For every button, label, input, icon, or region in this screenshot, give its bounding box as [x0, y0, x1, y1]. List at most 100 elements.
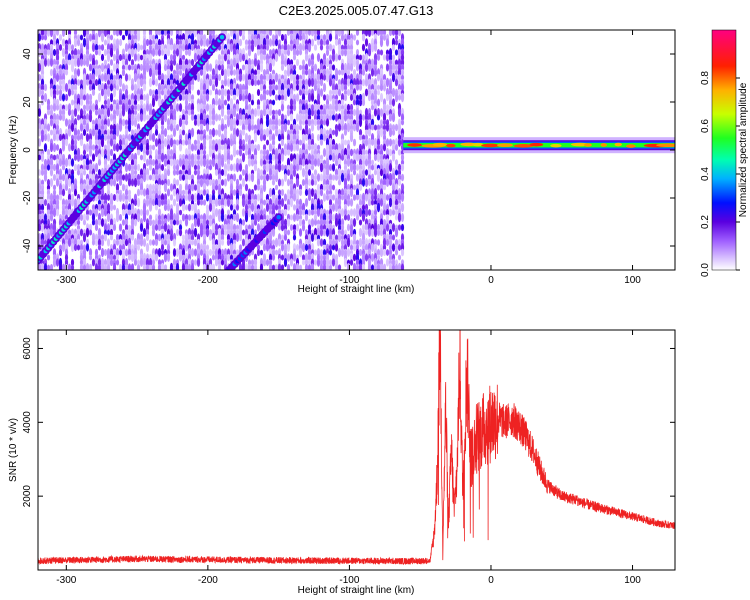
- spectrogram-noise-cell: [38, 73, 42, 82]
- spectrogram-noise-cell: [289, 43, 294, 52]
- spectrogram-noise-cell: [76, 79, 81, 86]
- spectrogram-noise-cell: [394, 259, 399, 266]
- spectrogram-noise-cell: [223, 53, 228, 62]
- spectrogram-noise-cell: [175, 79, 180, 86]
- spectrogram-noise-cell: [178, 253, 183, 262]
- spectrogram-noise-cell: [178, 158, 183, 167]
- spectrogram-noise-cell: [373, 257, 378, 268]
- spectrogram-noise-cell: [46, 178, 51, 187]
- spectrogram-noise-cell: [328, 114, 333, 121]
- spectrogram-noise-cell: [271, 124, 276, 131]
- spectrogram-noise-cell: [259, 62, 264, 73]
- spectrogram-noise-cell: [55, 178, 60, 187]
- spectrogram-noise-cell: [367, 228, 372, 237]
- spectrogram-noise-cell: [355, 214, 360, 221]
- spectrogram-noise-cell: [355, 97, 360, 108]
- spectrogram-noise-cell: [154, 253, 159, 262]
- spectrogram-noise-cell: [67, 177, 72, 188]
- spectrogram-noise-cell: [364, 30, 369, 37]
- spectrogram-noise-cell: [103, 39, 108, 46]
- spectrogram-noise-cell: [103, 94, 108, 101]
- spectrogram-noise-cell: [346, 248, 351, 257]
- spectrogram-noise-cell: [334, 243, 339, 252]
- spectrogram-noise-cell: [343, 208, 348, 217]
- spectrogram-noise-cell: [145, 257, 150, 268]
- spectrogram-noise-cell: [67, 119, 72, 126]
- spectrogram-noise-cell: [250, 58, 255, 67]
- spectrogram-noise-cell: [229, 199, 234, 206]
- spectrogram-noise-cell: [331, 184, 336, 191]
- spectrogram-noise-cell: [142, 172, 147, 183]
- spectrogram-noise-cell: [133, 53, 138, 62]
- spectrogram-noise-cell: [157, 153, 162, 162]
- spectrogram-noise-cell: [202, 129, 207, 136]
- spectrogram-noise-cell: [352, 34, 357, 41]
- spectrogram-noise-cell: [160, 133, 165, 142]
- spectrogram-noise-cell: [391, 189, 396, 196]
- spectrogram-noise-cell: [313, 259, 318, 266]
- spectrogram-noise-cell: [247, 134, 252, 141]
- spectrogram-noise-cell: [103, 59, 108, 66]
- spectrogram-noise-cell: [130, 174, 135, 181]
- spectrogram-noise-cell: [163, 59, 168, 66]
- spectrogram-noise-cell: [229, 249, 234, 256]
- spectrogram-noise-cell: [298, 218, 303, 227]
- spectrogram-noise-cell: [223, 68, 228, 77]
- spectrogram-noise-cell: [325, 262, 330, 270]
- spectrogram-noise-cell: [271, 38, 276, 47]
- spectrogram-noise-cell: [64, 103, 69, 112]
- spectrogram-noise-cell: [358, 248, 363, 257]
- spectrogram-noise-cell: [91, 144, 96, 151]
- spectrogram-noise-cell: [382, 203, 387, 212]
- spectrogram-noise-cell: [100, 32, 105, 43]
- spectrogram-noise-cell: [166, 203, 171, 212]
- spectrogram-noise-cell: [340, 208, 345, 217]
- spectrogram-noise-cell: [250, 43, 255, 52]
- spectrogram-noise-cell: [289, 39, 294, 46]
- spectrogram-noise-cell: [172, 128, 177, 137]
- spectrogram-noise-cell: [367, 178, 372, 187]
- spectrogram-noise-cell: [292, 118, 297, 127]
- spectrogram-noise-cell: [55, 208, 60, 217]
- spectrogram-noise-cell: [286, 119, 291, 126]
- spectrogram-noise-cell: [313, 179, 318, 186]
- spectrogram-noise-cell: [217, 258, 222, 267]
- spectrogram-noise-cell: [274, 109, 279, 116]
- spectrogram-noise-cell: [328, 249, 333, 256]
- spectrogram-noise-cell: [46, 202, 51, 213]
- spectrogram-noise-cell: [160, 249, 165, 256]
- spectrogram-noise-cell: [196, 89, 201, 96]
- spectrogram-noise-cell: [94, 123, 99, 132]
- spectrogram-noise-cell: [331, 174, 336, 181]
- spectrogram-noise-cell: [187, 168, 192, 177]
- spectrogram-noise-cell: [265, 89, 270, 96]
- spectrogram-noise-cell: [142, 238, 147, 247]
- spectrogram-noise-cell: [256, 123, 261, 132]
- spectrogram-noise-cell: [391, 234, 396, 241]
- spectrogram-noise-cell: [97, 67, 102, 78]
- spectrogram-noise-cell: [262, 182, 267, 193]
- spectrogram-noise-cell: [304, 243, 309, 252]
- spectrogram-noise-cell: [379, 168, 384, 177]
- spectrogram-noise-cell: [310, 164, 315, 171]
- spectrogram-noise-cell: [262, 84, 267, 91]
- spectrogram-noise-cell: [112, 254, 117, 261]
- spectrogram-noise-cell: [280, 243, 285, 252]
- spectrogram-noise-cell: [271, 58, 276, 67]
- spectrogram-noise-cell: [388, 238, 393, 247]
- spectrogram-noise-cell: [244, 44, 249, 51]
- spectrogram-noise-cell: [346, 109, 351, 116]
- spectrogram-noise-cell: [82, 94, 87, 101]
- spectrogram-noise-cell: [109, 234, 114, 241]
- spectrogram-noise-cell: [253, 229, 258, 236]
- spectrogram-noise-cell: [352, 253, 357, 262]
- spectrogram-noise-cell: [397, 30, 402, 37]
- spectrogram-noise-cell: [202, 263, 207, 270]
- spectrogram-noise-cell: [49, 178, 54, 187]
- spectrogram-noise-cell: [298, 42, 303, 53]
- spectrogram-noise-cell: [310, 179, 315, 186]
- spectrogram-noise-cell: [97, 83, 102, 92]
- spectrogram-noise-cell: [190, 248, 195, 257]
- spectrogram-noise-cell: [70, 228, 75, 237]
- spectrogram-noise-cell: [79, 259, 84, 266]
